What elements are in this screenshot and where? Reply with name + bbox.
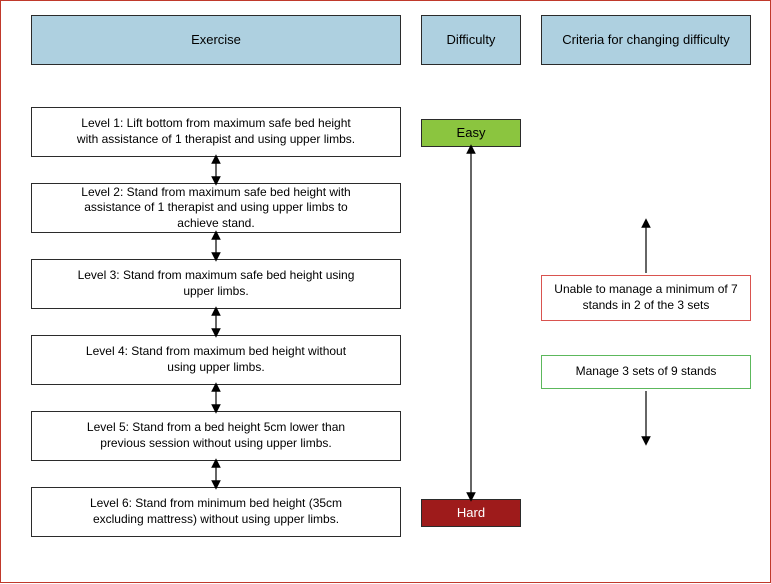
- header-exercise: Exercise: [31, 15, 401, 65]
- level-4: Level 4: Stand from maximum bed height w…: [31, 335, 401, 385]
- level-3: Level 3: Stand from maximum safe bed hei…: [31, 259, 401, 309]
- difficulty-hard: Hard: [421, 499, 521, 527]
- level-6: Level 6: Stand from minimum bed height (…: [31, 487, 401, 537]
- diagram-container: Exercise Difficulty Criteria for changin…: [0, 0, 771, 583]
- criteria-manage: Manage 3 sets of 9 stands: [541, 355, 751, 389]
- level-5: Level 5: Stand from a bed height 5cm low…: [31, 411, 401, 461]
- level-1: Level 1: Lift bottom from maximum safe b…: [31, 107, 401, 157]
- header-criteria: Criteria for changing difficulty: [541, 15, 751, 65]
- header-difficulty: Difficulty: [421, 15, 521, 65]
- difficulty-easy: Easy: [421, 119, 521, 147]
- criteria-unable: Unable to manage a minimum of 7 stands i…: [541, 275, 751, 321]
- level-2: Level 2: Stand from maximum safe bed hei…: [31, 183, 401, 233]
